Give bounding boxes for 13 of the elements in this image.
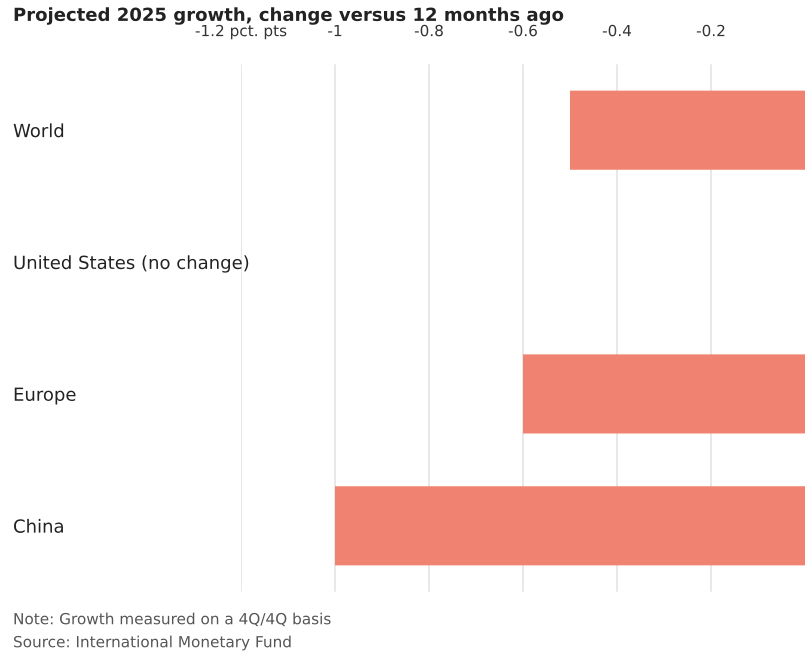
x-tick-label: -0.6 — [508, 24, 537, 36]
y-tick-label: World — [14, 123, 64, 138]
x-tick-label: -0.4 — [602, 24, 632, 36]
y-tick-label: United States (no change) — [14, 255, 248, 273]
chart-title: Projected 2025 growth, change versus 12 months ago — [14, 7, 564, 25]
text: Note: Growth measured on a 4Q/4Q basis — [14, 612, 331, 626]
x-tick-label: -0.8 — [414, 24, 443, 36]
x-tick-label: -0.2 — [696, 24, 724, 36]
source-note: Source: International Monetary Fund — [14, 636, 291, 650]
y-tick-label: China — [14, 518, 63, 533]
x-tick-label: -1.2 pct. pts — [196, 24, 286, 40]
x-tick-label: -1 — [328, 24, 342, 36]
y-tick-label: Europe — [14, 388, 76, 405]
